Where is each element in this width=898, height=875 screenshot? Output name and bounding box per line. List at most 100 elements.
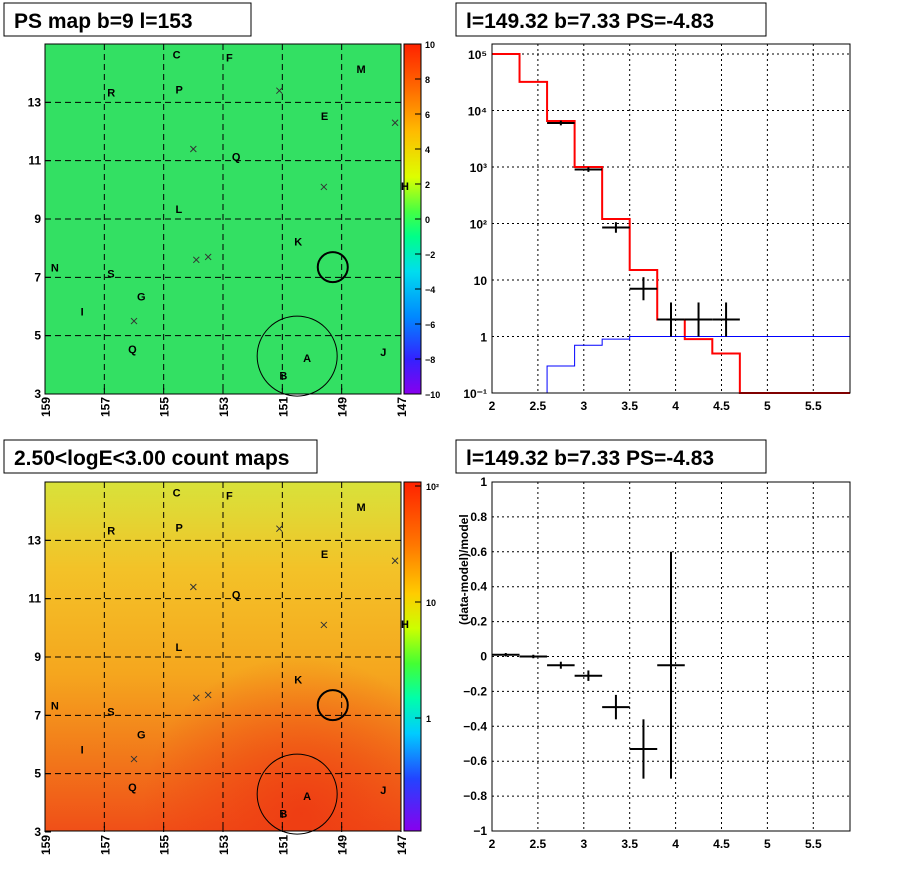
source-label: L: [176, 204, 183, 216]
source-label: L: [176, 642, 183, 654]
source-label: A: [303, 791, 311, 803]
spectrum-title-box: [455, 2, 767, 37]
x-tick-label: 153: [217, 835, 231, 855]
colorbar-tick-label: 0: [425, 215, 430, 225]
source-label: R: [107, 526, 115, 538]
source-label: B: [279, 808, 287, 820]
residual-y-tick-label: −0.8: [463, 789, 487, 803]
spectrum-panel: l=149.32 b=7.33 PS=-4.83 2 2.5 3 3.5 4 4.5 5 5.…: [455, 2, 851, 413]
y-tick-label: 13: [28, 95, 42, 109]
colorbar-tick-label: −8: [425, 355, 435, 365]
target-circle: [316, 251, 349, 284]
colorbar-tick-label: 10²: [426, 482, 439, 492]
spectrum-x-tick-label: 3: [580, 399, 587, 413]
y-tick-label: 5: [34, 767, 41, 781]
model-total-line: [492, 52, 850, 394]
y-tick-label: 7: [34, 708, 41, 722]
residual-y-tick-label: −1: [473, 824, 487, 838]
spectrum-y-tick-label: 10²: [470, 217, 487, 231]
source-label: Q: [232, 590, 241, 602]
colorbar-tick-label: 8: [425, 75, 430, 85]
source-label: G: [137, 730, 146, 742]
residual-y-tick-label: 0.4: [470, 580, 487, 594]
spectrum-x-tick-label: 2: [489, 399, 496, 413]
source-cross-marker: [320, 621, 328, 629]
model-source-line: [546, 335, 850, 393]
source-label: S: [107, 706, 114, 718]
source-label: K: [294, 674, 302, 686]
source-label: H: [401, 619, 409, 631]
colorbar-tick-label: −10: [425, 390, 440, 400]
source-label: S: [107, 268, 114, 280]
spectrum-y-tick-label: 10⁵: [468, 48, 487, 62]
residual-x-tick-label: 4.5: [713, 837, 730, 851]
residual-y-tick-label: −0.4: [463, 719, 487, 733]
spectrum-y-tick-label: 10: [474, 274, 488, 288]
colorbar-tick-label: −4: [425, 285, 435, 295]
source-cross-marker: [391, 119, 399, 127]
x-tick-label: 159: [39, 397, 53, 417]
residual-y-tick-label: 0: [480, 650, 487, 664]
colorbar-tick-label: −6: [425, 320, 435, 330]
source-label: Q: [232, 152, 241, 164]
source-label: A: [303, 353, 311, 365]
y-tick-label: 11: [28, 154, 41, 168]
source-cross-marker: [130, 317, 138, 325]
source-label: C: [173, 488, 181, 500]
spectrum-x-tick-label: 2.5: [530, 399, 547, 413]
residual-x-tick-label: 2: [489, 837, 496, 851]
residual-y-tick-label: 1: [480, 475, 487, 489]
x-tick-label: 157: [98, 835, 112, 855]
source-label: N: [51, 263, 59, 275]
y-tick-label: 3: [34, 825, 41, 839]
count-map-panel: 2.50<logE<3.00 count maps 159 157 155 153 15…: [3, 439, 439, 855]
source-cross-marker: [276, 525, 283, 533]
residual-x-tick-label: 2.5: [530, 837, 547, 851]
residual-x-tick-label: 5: [764, 837, 771, 851]
source-label: M: [357, 502, 366, 514]
source-cross-marker: [189, 583, 197, 591]
colorbar-tick-label: 10: [426, 598, 436, 608]
x-tick-label: 147: [395, 835, 409, 855]
source-cross-marker: [391, 557, 399, 565]
source-label: N: [51, 701, 59, 713]
source-cross-marker: [189, 145, 197, 153]
spectrum-x-tick-label: 5.5: [805, 399, 822, 413]
residual-y-tick-label: 0.2: [470, 615, 487, 629]
colorbar-tick-label: 1: [426, 714, 431, 724]
source-cross-marker: [276, 87, 283, 95]
residual-panel: l=149.32 b=7.33 PS=-4.83 (data-model)/mo…: [455, 439, 851, 851]
residual-x-tick-label: 3: [580, 837, 587, 851]
spectrum-x-tick-label: 4: [672, 399, 679, 413]
residual-y-tick-label: −0.6: [463, 754, 487, 768]
target-circle: [316, 689, 349, 722]
ps-map-panel: PS map b=9 l=153 159 157 155 153 151 149 147 13…: [3, 2, 440, 417]
ps-map-colorbar: [404, 44, 421, 394]
spectrum-x-tick-label: 4.5: [713, 399, 730, 413]
y-tick-label: 13: [28, 533, 42, 547]
spectrum-x-tick-label: 5: [764, 399, 771, 413]
source-label: P: [176, 523, 183, 535]
colorbar-tick-label: −2: [425, 250, 435, 260]
count-map-title-box: [3, 439, 318, 474]
source-cross-marker: [320, 183, 328, 191]
y-tick-label: 5: [34, 329, 41, 343]
colorbar-tick-label: 4: [425, 145, 430, 155]
source-cross-marker: [204, 253, 212, 261]
residual-title-box: [455, 439, 767, 474]
source-label: M: [357, 64, 366, 76]
x-tick-label: 155: [158, 397, 172, 417]
source-label: F: [226, 491, 233, 503]
source-label: C: [173, 50, 181, 62]
source-label: E: [321, 549, 328, 561]
residual-x-tick-label: 5.5: [805, 837, 822, 851]
source-label: J: [380, 347, 386, 359]
residual-x-tick-label: 3.5: [621, 837, 638, 851]
source-label: R: [107, 88, 115, 100]
ps-map-title-box: [3, 2, 252, 37]
source-label: E: [321, 111, 328, 123]
x-tick-label: 159: [39, 835, 53, 855]
x-tick-label: 151: [276, 835, 290, 855]
colorbar-tick-label: 10: [425, 40, 435, 50]
